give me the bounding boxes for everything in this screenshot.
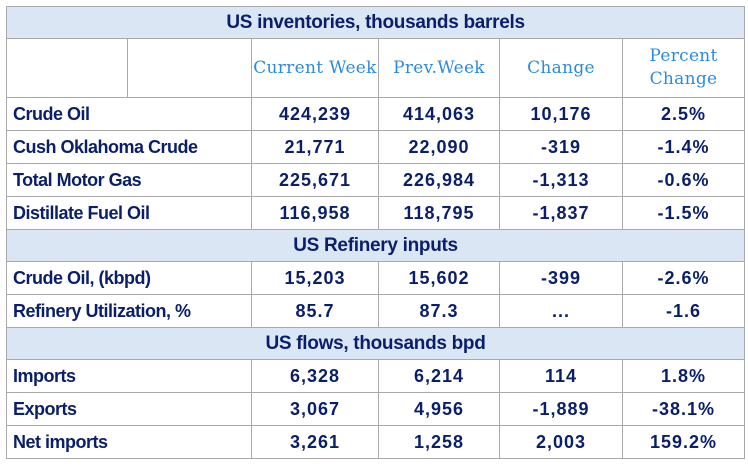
percent-change-value: -1.4% [621,130,746,164]
percent-change-value: 159.2% [621,425,746,459]
row-label: Refinery Utilization, % [6,294,252,328]
change-value: 10,176 [499,97,623,131]
prev-week-value: 1,258 [378,425,500,459]
column-header-change: Change [499,38,623,98]
prev-week-value: 87.3 [378,294,500,328]
current-week-value: 3,261 [251,425,379,459]
percent-change-value: 1.8% [621,359,746,393]
prev-week-value: 4,956 [378,392,500,426]
change-value: 2,003 [499,425,623,459]
table-row: Imports 6,328 6,214 114 1.8% [6,359,746,393]
row-label: Net imports [6,425,252,459]
change-value: -1,313 [499,163,623,197]
prev-week-value: 118,795 [378,196,500,230]
header-blank-cell [127,38,252,98]
percent-change-value: 2.5% [621,97,746,131]
current-week-value: 116,958 [251,196,379,230]
section-title: US flows, thousands bpd [5,327,746,360]
section-header-refinery: US Refinery inputs [5,229,746,262]
section-header-inventories: US inventories, thousands barrels [5,6,746,39]
percent-change-value: -0.6% [621,163,746,197]
prev-week-value: 22,090 [378,130,500,164]
row-label: Imports [6,359,252,393]
row-label: Exports [6,392,252,426]
table-row: Crude Oil 424,239 414,063 10,176 2.5% [6,97,746,131]
current-week-value: 21,771 [251,130,379,164]
change-value: -319 [499,130,623,164]
column-header-percent-change: Percent Change [621,38,746,98]
percent-change-value: -38.1% [621,392,746,426]
percent-change-value: -1.5% [621,196,746,230]
current-week-value: 225,671 [251,163,379,197]
change-value: ... [499,294,623,328]
prev-week-value: 15,602 [378,261,500,295]
row-label: Total Motor Gas [6,163,252,197]
percent-change-value: -1.6 [621,294,746,328]
current-week-value: 15,203 [251,261,379,295]
prev-week-value: 414,063 [378,97,500,131]
section-title: US Refinery inputs [5,229,746,262]
current-week-value: 424,239 [251,97,379,131]
table-row: Exports 3,067 4,956 -1,889 -38.1% [6,392,746,426]
change-value: 114 [499,359,623,393]
inventory-table-container: US inventories, thousands barrels Curren… [5,6,746,464]
change-value: -1,837 [499,196,623,230]
column-header-row: Current Week Prev.Week Change Percent Ch… [6,38,746,98]
table-row: Total Motor Gas 225,671 226,984 -1,313 -… [6,163,746,197]
table-row: Net imports 3,261 1,258 2,003 159.2% [6,425,746,459]
table-row: Crude Oil, (kbpd) 15,203 15,602 -399 -2.… [6,261,746,295]
section-header-flows: US flows, thousands bpd [5,327,746,360]
table-row: Refinery Utilization, % 85.7 87.3 ... -1… [6,294,746,328]
inventory-table: US inventories, thousands barrels Curren… [5,6,746,459]
row-label: Crude Oil [6,97,252,131]
row-label: Crude Oil, (kbpd) [6,261,252,295]
prev-week-value: 6,214 [378,359,500,393]
percent-change-value: -2.6% [621,261,746,295]
current-week-value: 6,328 [251,359,379,393]
section-title: US inventories, thousands barrels [5,6,746,39]
table-row: Cush Oklahoma Crude 21,771 22,090 -319 -… [6,130,746,164]
table-row: Distillate Fuel Oil 116,958 118,795 -1,8… [6,196,746,230]
column-header-current-week: Current Week [251,38,379,98]
row-label: Distillate Fuel Oil [6,196,252,230]
change-value: -399 [499,261,623,295]
column-header-prev-week: Prev.Week [378,38,500,98]
header-blank-cell [6,38,128,98]
current-week-value: 3,067 [251,392,379,426]
prev-week-value: 226,984 [378,163,500,197]
change-value: -1,889 [499,392,623,426]
row-label: Cush Oklahoma Crude [6,130,252,164]
current-week-value: 85.7 [251,294,379,328]
